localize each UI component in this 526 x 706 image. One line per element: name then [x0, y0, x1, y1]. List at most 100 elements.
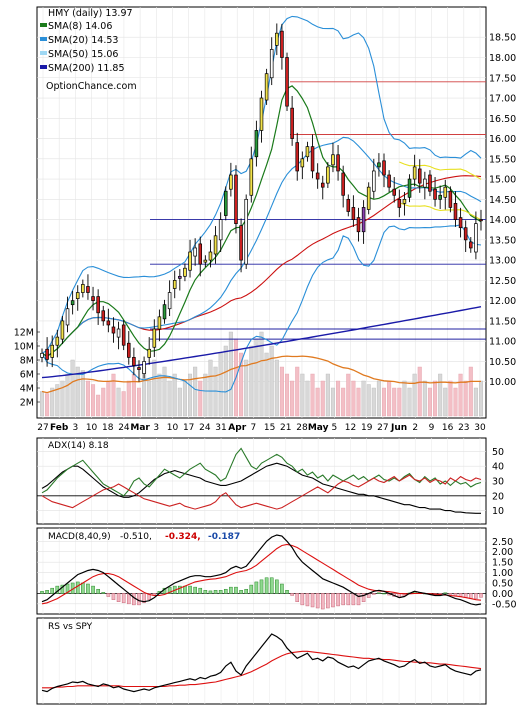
price-tick-label: 16.00 — [489, 134, 516, 145]
volume-tick-label: 8M — [20, 356, 34, 367]
macd-histogram-bar — [280, 583, 284, 594]
volume-bar — [356, 387, 361, 417]
macd-histogram-bar — [249, 584, 254, 594]
price-tick-label: 14.50 — [489, 195, 516, 206]
macd-histogram-bar — [183, 585, 187, 594]
adx-tick-label: 50 — [492, 447, 504, 458]
candle-body — [152, 328, 157, 348]
macd-histogram-bar — [193, 586, 197, 594]
ticker-line: HMY (daily) 13.97 — [48, 8, 133, 19]
volume-bar — [295, 366, 300, 417]
minus-di-line — [41, 474, 482, 510]
macd-histogram-bar — [86, 583, 90, 594]
macd-histogram-bar — [223, 588, 228, 594]
candle-body — [351, 207, 356, 220]
candle-body — [392, 188, 396, 196]
volume-bar — [39, 391, 45, 417]
candle-body — [101, 310, 106, 322]
month-label: Mar — [130, 423, 150, 433]
volume-bar — [433, 380, 438, 417]
candle-body — [474, 223, 478, 253]
legend-sma200: SMA(200) 11.85 — [48, 63, 125, 74]
volume-bar — [310, 373, 315, 417]
candle-body — [121, 324, 126, 346]
bollinger-lower-line — [41, 224, 482, 393]
volume-bar — [453, 387, 458, 417]
candle-body — [116, 328, 121, 338]
month-label: Apr — [228, 423, 246, 433]
volume-bar — [371, 387, 376, 417]
macd-histogram-bar — [377, 592, 381, 594]
volume-bar — [116, 387, 121, 417]
volume-bar — [80, 370, 85, 417]
legend-swatch-sma50 — [40, 51, 47, 55]
volume-bar — [228, 331, 233, 417]
candle-body — [198, 243, 203, 265]
date-axis: 27 Feb 3 10 18 24 Mar 3 10 17 24 31 Apr 7 15 21 28 May 5 12… — [37, 423, 486, 433]
macd-tick-label: 1.50 — [492, 558, 513, 569]
macd-histogram-bar — [474, 593, 478, 599]
day-label: 3 — [73, 423, 79, 433]
volume-bar — [468, 366, 473, 417]
volume-bar — [351, 380, 356, 417]
candle-body — [193, 247, 197, 257]
volume-bar — [422, 380, 427, 417]
price-tick-label: 10.50 — [489, 357, 516, 368]
macd-histogram-bar — [50, 587, 55, 594]
volume-bar — [239, 352, 244, 417]
volume-bar — [473, 387, 478, 417]
candle-body — [361, 207, 366, 233]
adx-tick-label: 20 — [492, 491, 504, 502]
candle-body — [300, 158, 305, 168]
volume-axis: 12M 10M 8M 6M 4M 2M — [14, 328, 40, 409]
macd-histogram-bar — [167, 586, 172, 594]
candle-body — [40, 352, 44, 358]
candle-body — [458, 217, 463, 229]
volume-bar — [274, 359, 279, 417]
candle-body — [223, 190, 228, 216]
candle-body — [254, 130, 259, 158]
macd-histogram-bar — [351, 593, 356, 606]
volume-bar — [157, 373, 162, 417]
volume-bar — [65, 373, 70, 417]
candle-body — [70, 300, 75, 306]
volume-bar — [397, 387, 402, 417]
volume-bar — [458, 373, 463, 417]
volume-bar — [325, 373, 330, 417]
candle-body — [315, 172, 320, 180]
macd-histogram-bar — [40, 591, 44, 594]
volume-tick-label: 2M — [20, 398, 34, 409]
candle-body — [280, 30, 284, 58]
candle-body — [305, 146, 310, 158]
candle-body — [188, 251, 192, 271]
macd-histogram-bar — [203, 590, 208, 594]
volume-bar — [106, 380, 111, 417]
volume-bar — [147, 380, 152, 417]
candle-body — [45, 348, 49, 360]
volume-bar — [478, 380, 484, 417]
candle-body — [239, 225, 243, 261]
day-label: 27 — [37, 423, 48, 433]
candle-body — [453, 203, 458, 220]
volume-bar — [152, 359, 157, 417]
price-tick-label: 17.50 — [489, 73, 516, 84]
macd-histogram-bar — [81, 582, 85, 594]
macd-histogram-bar — [244, 588, 248, 594]
candle-body — [167, 292, 172, 310]
macd-histogram-bar — [60, 584, 65, 594]
macd-histogram-bar — [229, 586, 233, 594]
volume-bar — [193, 366, 198, 417]
candle-body — [341, 172, 345, 196]
day-label: 2 — [412, 423, 418, 433]
rs-layer — [41, 633, 482, 693]
day-label: 31 — [215, 423, 226, 433]
macd-histogram-bar — [121, 593, 126, 604]
macd-tick-label: 0.50 — [492, 578, 513, 589]
volume-bar — [188, 373, 193, 417]
macd-histogram-bar — [106, 593, 111, 597]
candle-body — [382, 160, 386, 176]
candle-body — [50, 344, 54, 358]
volume-bar — [70, 359, 75, 417]
candle-body — [387, 174, 391, 188]
candle-body — [417, 168, 422, 184]
